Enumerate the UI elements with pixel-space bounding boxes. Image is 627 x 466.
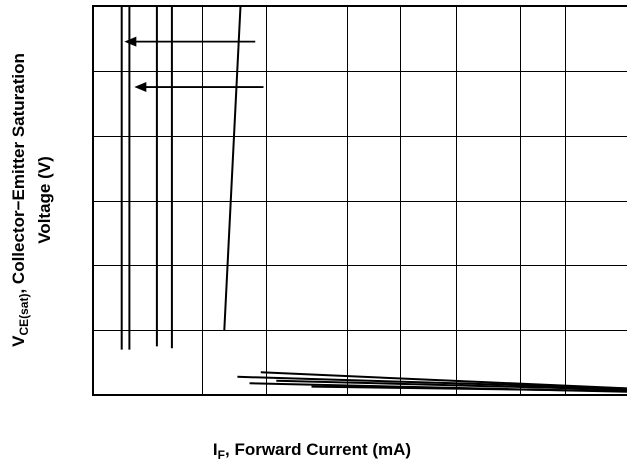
plot-frame bbox=[92, 5, 627, 396]
curves bbox=[120, 5, 627, 393]
y-axis-label-line2: Voltage (V) bbox=[35, 156, 54, 244]
annotation-arrow-head-2 bbox=[134, 82, 147, 93]
annotations bbox=[124, 36, 264, 93]
series-line-10 bbox=[311, 385, 627, 393]
series-line-7 bbox=[237, 375, 627, 390]
annotation-arrow-head-1 bbox=[124, 36, 137, 47]
series-line-5 bbox=[223, 5, 242, 331]
grid bbox=[93, 6, 627, 395]
y-axis-label-line1: VCE(sat), Collector−Emitter Saturation bbox=[9, 53, 31, 347]
y-axis-label: VCE(sat), Collector−Emitter Saturation V… bbox=[9, 53, 54, 347]
series-line-9 bbox=[276, 379, 627, 391]
x-axis-label: IF, Forward Current (mA) bbox=[213, 440, 411, 462]
